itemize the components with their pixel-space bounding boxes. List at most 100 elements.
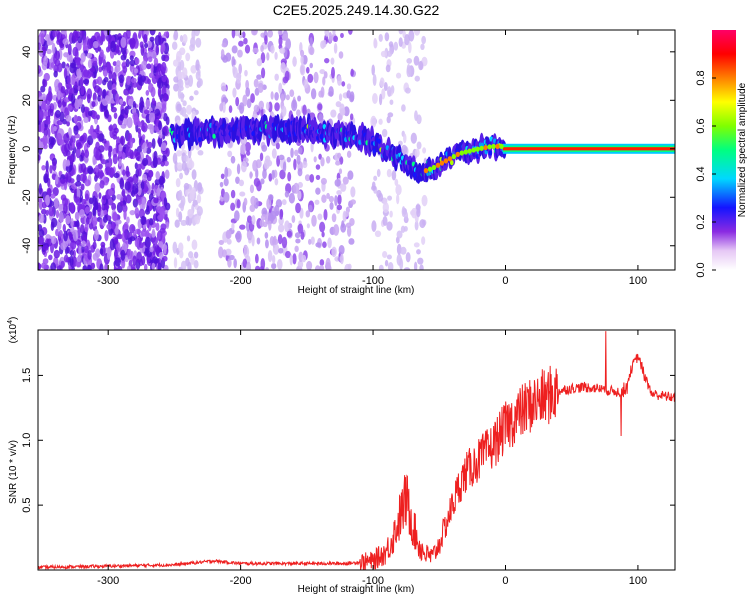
noise-blob (151, 230, 156, 238)
noise-blob (173, 83, 180, 92)
noise-blob (268, 173, 273, 182)
noise-blob (134, 228, 142, 235)
noise-blob (310, 88, 317, 100)
ridge-peak (435, 162, 441, 168)
noise-blob (118, 143, 123, 152)
noise-blob (79, 135, 85, 142)
noise-blob (172, 241, 178, 254)
noise-blob (235, 176, 240, 184)
noise-blob (267, 194, 274, 201)
noise-blob (181, 160, 187, 172)
noise-blob (49, 164, 53, 174)
noise-blob (230, 155, 236, 164)
ridge-peak (451, 153, 457, 160)
noise-blob (286, 156, 291, 163)
noise-blob (131, 81, 138, 88)
noise-blob (240, 144, 244, 155)
noise-blob (44, 118, 51, 125)
noise-blob (195, 59, 200, 72)
noise-blob (396, 194, 400, 205)
noise-blob (309, 62, 314, 69)
noise-blob (278, 154, 285, 161)
noise-blob (69, 255, 74, 267)
noise-blob (322, 241, 327, 249)
noise-blob (406, 58, 413, 64)
noise-blob (138, 179, 142, 185)
noise-blob (259, 265, 265, 270)
noise-blob (334, 195, 338, 207)
noise-blob (66, 171, 72, 184)
noise-blob (328, 86, 334, 97)
noise-blob (55, 228, 59, 237)
noise-blob (339, 108, 346, 116)
noise-blob (41, 45, 46, 52)
noise-blob (280, 93, 285, 104)
noise-blob (87, 38, 93, 50)
noise-blob (346, 90, 352, 99)
snr-y-multiplier: (x104) (7, 317, 19, 344)
noise-blob (284, 70, 290, 82)
noise-blob (282, 161, 287, 173)
noise-blob (95, 154, 100, 161)
noise-blob (250, 195, 257, 206)
noise-blob (106, 61, 111, 72)
noise-blob (53, 249, 60, 259)
noise-blob (235, 96, 240, 107)
noise-blob (342, 210, 347, 223)
noise-blob (233, 30, 240, 37)
noise-blob (337, 152, 342, 159)
noise-blob (389, 99, 394, 105)
noise-blob (102, 216, 108, 223)
x-tick-label: 100 (629, 575, 647, 587)
noise-blob (57, 90, 61, 100)
noise-blob (53, 70, 58, 78)
noise-blob (151, 97, 156, 105)
noise-blob (382, 216, 388, 226)
noise-blob (106, 223, 113, 230)
noise-blob (173, 257, 178, 269)
noise-blob (218, 246, 224, 259)
noise-blob (403, 267, 411, 270)
noise-blob (83, 78, 89, 85)
noise-blob (380, 50, 388, 58)
noise-blob (156, 187, 161, 197)
noise-blob (38, 183, 42, 195)
noise-blob (403, 133, 407, 144)
noise-blob (55, 209, 60, 219)
noise-blob (410, 132, 417, 144)
noise-blob (41, 93, 47, 102)
noise-blob (74, 98, 80, 110)
noise-blob (58, 211, 64, 223)
noise-blob (266, 197, 272, 210)
noise-blob (249, 171, 253, 179)
noise-blob (182, 100, 187, 107)
noise-blob (120, 36, 127, 48)
noise-blob (421, 35, 426, 45)
noise-blob (42, 134, 48, 147)
noise-blob (50, 235, 57, 245)
noise-blob (277, 234, 283, 245)
noise-blob (418, 60, 424, 71)
noise-blob (274, 102, 280, 112)
x-tick-label: -200 (230, 575, 252, 587)
noise-blob (161, 131, 166, 140)
noise-blob (185, 52, 191, 62)
noise-blob (147, 141, 153, 149)
noise-blob (38, 229, 45, 238)
noise-blob (163, 160, 169, 167)
noise-blob (193, 90, 199, 96)
noise-blob (310, 236, 315, 245)
noise-blob (151, 236, 158, 246)
noise-blob (378, 264, 384, 270)
noise-blob (274, 178, 279, 186)
noise-blob (92, 60, 98, 67)
noise-blob (118, 158, 122, 167)
noise-blob (421, 236, 426, 245)
noise-blob (141, 60, 148, 71)
noise-blob (143, 263, 148, 270)
noise-blob (123, 221, 129, 232)
noise-blob (256, 74, 262, 80)
noise-blob (295, 238, 301, 244)
ridge-core (284, 134, 289, 140)
